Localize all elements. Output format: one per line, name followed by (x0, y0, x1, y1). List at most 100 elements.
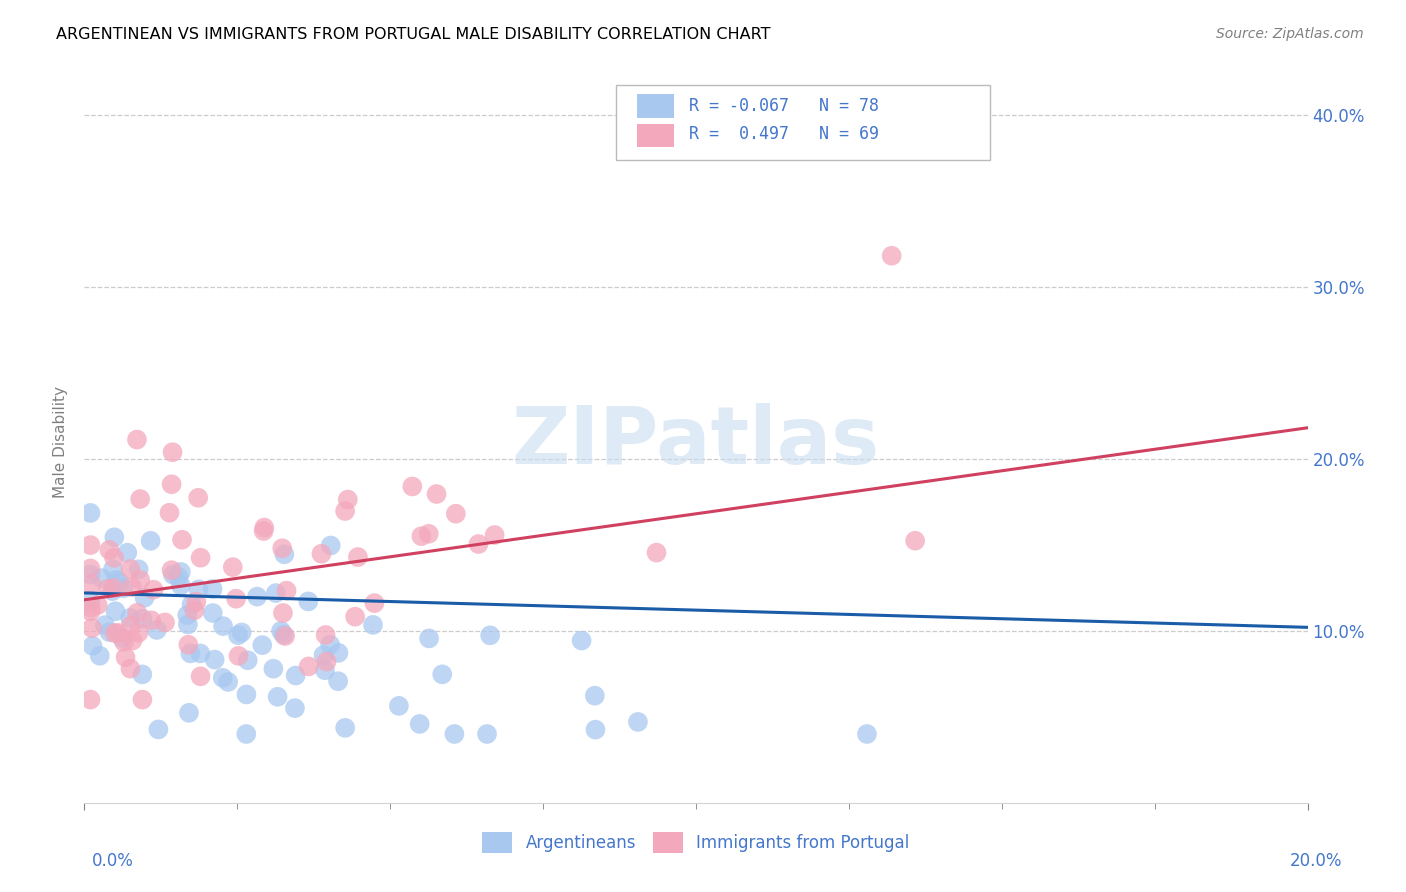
Point (127, 606, 149, 620)
Point (235, 688, 257, 702)
Text: Source: ZipAtlas.com: Source: ZipAtlas.com (1216, 27, 1364, 41)
Point (408, 717, 430, 731)
Point (253, 524, 276, 538)
Point (388, 698, 411, 713)
Point (418, 632, 440, 646)
Point (271, 541, 294, 556)
Point (183, 603, 205, 617)
Point (264, 586, 287, 600)
Point (146, 623, 169, 637)
Legend: Argentineans, Immigrants from Portugal: Argentineans, Immigrants from Portugal (475, 826, 917, 860)
Point (177, 617, 200, 632)
Point (179, 647, 201, 661)
Point (583, 723, 606, 737)
Point (160, 563, 183, 577)
Point (645, 546, 668, 560)
Point (188, 647, 211, 661)
Point (117, 546, 139, 560)
Point (80, 577, 103, 591)
Point (443, 727, 465, 741)
Point (274, 629, 297, 643)
Point (104, 604, 127, 618)
Point (94, 618, 117, 632)
Point (333, 721, 356, 735)
Point (121, 580, 143, 594)
Point (120, 562, 142, 576)
Point (284, 668, 307, 682)
Point (128, 562, 150, 576)
Point (112, 581, 135, 595)
Point (103, 550, 125, 565)
Point (276, 583, 298, 598)
Point (311, 547, 333, 561)
Point (228, 648, 250, 663)
Point (425, 487, 447, 501)
Point (273, 628, 295, 642)
Point (328, 646, 350, 660)
Point (319, 638, 342, 652)
Point (103, 530, 125, 544)
Point (142, 582, 165, 597)
Point (904, 533, 927, 548)
Point (314, 663, 336, 677)
Point (89, 648, 111, 663)
Point (121, 633, 143, 648)
Point (298, 659, 321, 673)
Point (86, 598, 108, 612)
Point (411, 529, 433, 543)
Point (80, 600, 103, 615)
Point (177, 706, 200, 720)
Point (176, 608, 198, 623)
Point (170, 565, 193, 579)
Point (127, 625, 149, 640)
Point (266, 690, 288, 704)
Point (363, 596, 385, 610)
Point (177, 638, 200, 652)
Point (153, 615, 176, 630)
Point (432, 667, 454, 681)
Point (336, 492, 359, 507)
Text: R = -0.067   N = 78: R = -0.067 N = 78 (689, 96, 879, 114)
Point (125, 433, 148, 447)
Point (98, 543, 121, 558)
Point (139, 533, 162, 548)
Point (120, 662, 142, 676)
Point (104, 626, 127, 640)
Point (129, 573, 152, 587)
Point (347, 549, 370, 564)
Point (284, 701, 307, 715)
Point (235, 727, 257, 741)
Point (101, 584, 124, 599)
Point (79, 692, 101, 706)
Point (186, 595, 208, 609)
Point (180, 598, 202, 612)
Point (333, 504, 356, 518)
FancyBboxPatch shape (616, 86, 990, 160)
Point (112, 635, 135, 649)
Point (190, 550, 212, 565)
Point (236, 653, 259, 667)
Point (312, 648, 335, 662)
Point (79, 561, 101, 575)
Point (444, 507, 467, 521)
Point (148, 723, 170, 737)
Point (880, 249, 903, 263)
Point (401, 479, 423, 493)
Point (79, 567, 101, 582)
Point (167, 570, 190, 584)
Point (82, 639, 104, 653)
Point (484, 528, 506, 542)
Point (108, 575, 131, 590)
Point (246, 590, 269, 604)
Point (98, 625, 121, 640)
Point (361, 618, 384, 632)
Point (571, 633, 593, 648)
Text: ZIPatlas: ZIPatlas (512, 402, 880, 481)
Point (315, 655, 337, 669)
Point (187, 582, 209, 597)
Point (217, 674, 239, 689)
Text: 0.0%: 0.0% (91, 852, 134, 870)
Point (627, 714, 650, 729)
Point (315, 628, 337, 642)
Point (201, 582, 224, 596)
